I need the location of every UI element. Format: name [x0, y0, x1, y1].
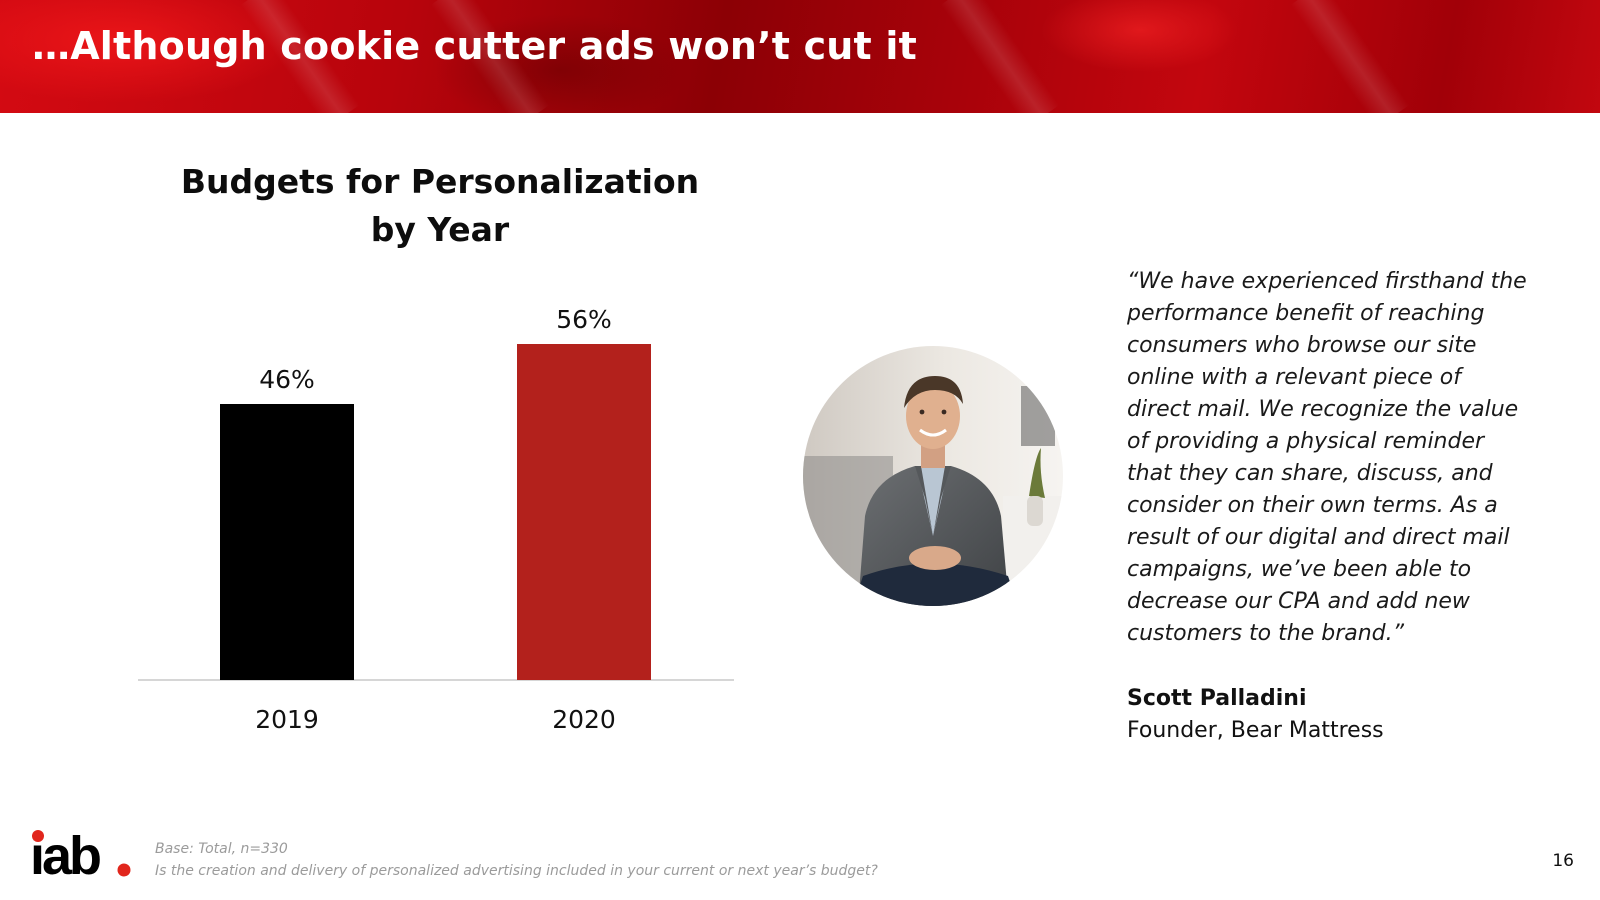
- x-tick-label-2019: 2019: [255, 705, 319, 730]
- x-tick-label-2020: 2020: [552, 705, 616, 730]
- chart-title-line1: Budgets for Personalization: [180, 162, 700, 201]
- testimonial-author-name: Scott Palladini: [1127, 686, 1307, 711]
- data-label-2019: 46%: [259, 365, 315, 394]
- testimonial-quote: “We have experienced firsthand the perfo…: [1127, 269, 1527, 646]
- chart-title: Budgets for Personalization by Year: [160, 158, 720, 254]
- page-number: 16: [1552, 851, 1574, 871]
- bar-chart: 46% 2019 56% 2020: [138, 305, 734, 730]
- footnote-question: Is the creation and delivery of personal…: [155, 863, 878, 879]
- testimonial-author-title: Founder, Bear Mattress: [1127, 718, 1384, 743]
- data-label-2020: 56%: [556, 305, 612, 334]
- chart-title-line2: by Year: [370, 210, 510, 249]
- bar-2019: [220, 404, 354, 680]
- portrait-photo: [803, 346, 1063, 606]
- header-banner: …Although cookie cutter ads won’t cut it: [0, 0, 1600, 128]
- iab-logo: iab: [30, 826, 131, 886]
- footnote-base: Base: Total, n=330: [155, 841, 288, 857]
- bar-2020: [517, 344, 651, 680]
- slide-title: …Although cookie cutter ads won’t cut it: [32, 24, 917, 68]
